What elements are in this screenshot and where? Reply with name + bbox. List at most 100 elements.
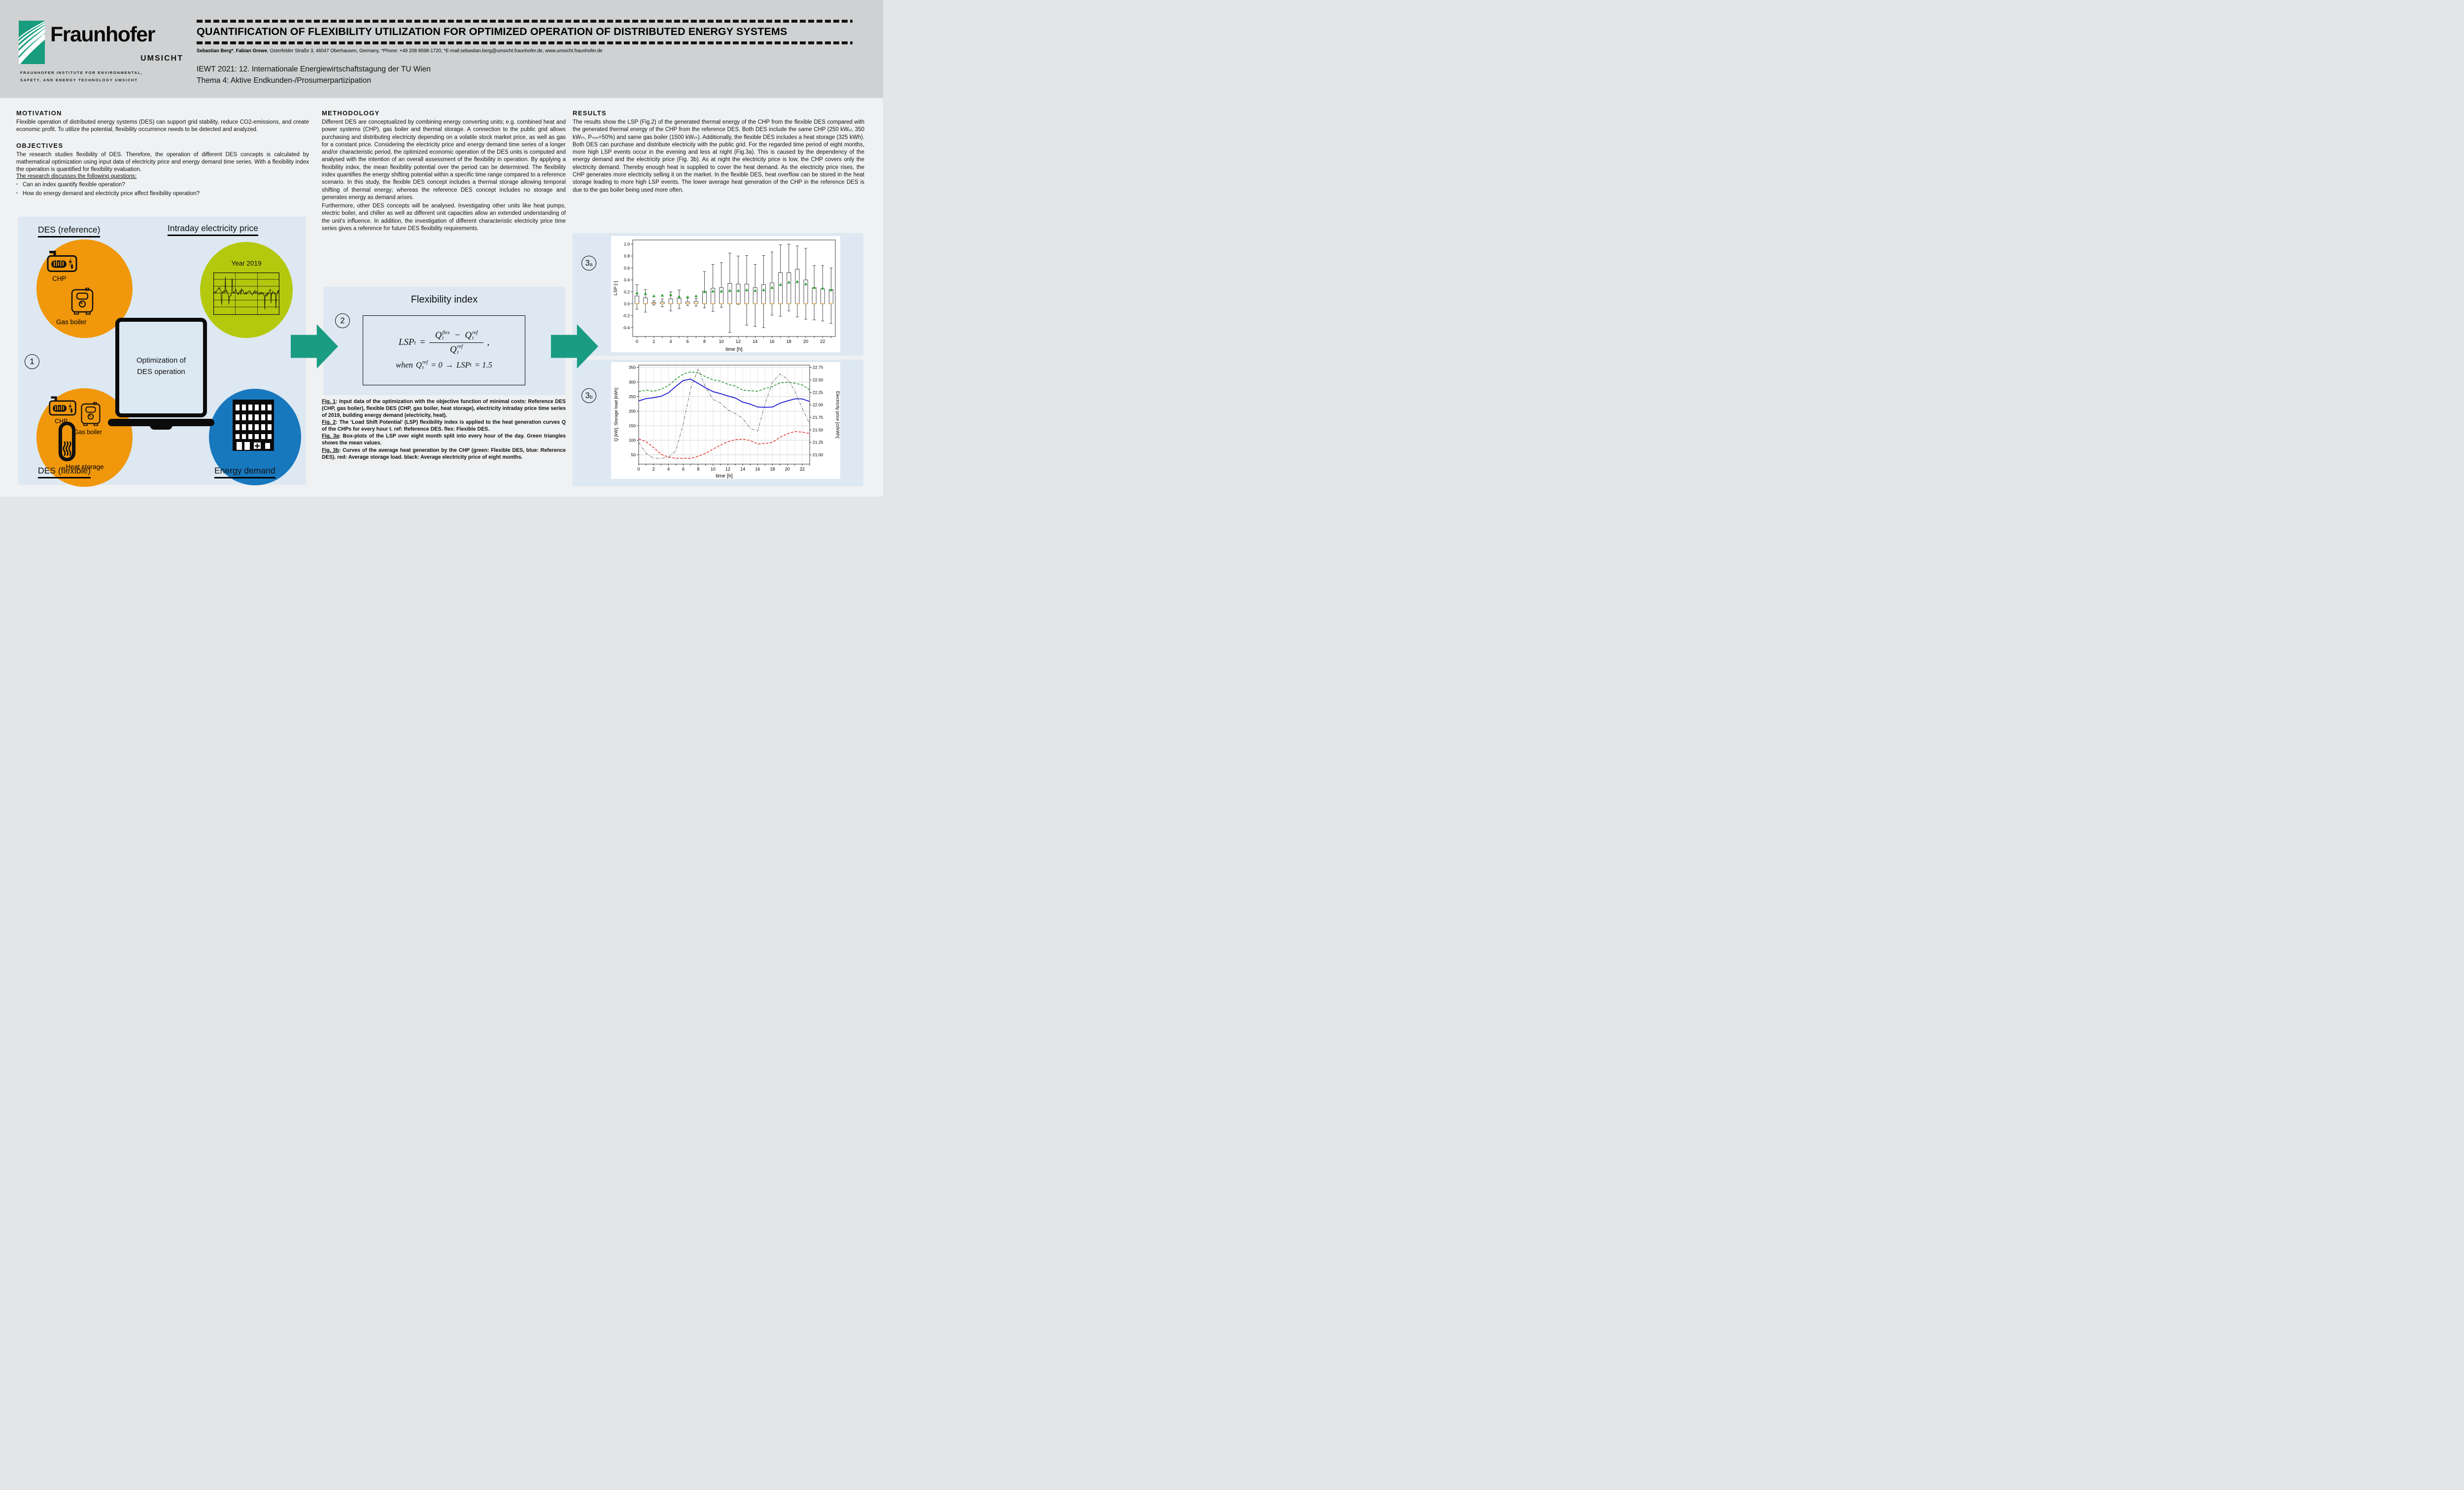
svg-text:22.25: 22.25 — [813, 390, 823, 395]
laptop-base — [108, 419, 214, 426]
svg-text:14: 14 — [740, 467, 745, 472]
fraunhofer-logo-icon — [19, 21, 45, 64]
laptop-text: Optimization of DES operation — [119, 355, 203, 377]
results-body: The results show the LSP (Fig.2) of the … — [573, 119, 864, 193]
author-affiliation: , Osterfelder Straße 3, 46047 Oberhausen… — [267, 48, 603, 54]
caption-fig2-tag: Fig. 2 — [322, 419, 336, 426]
caption-fig1: Fig. 1: Input data of the optimization w… — [322, 398, 566, 419]
gas-boiler-label: Gas boiler — [56, 318, 87, 326]
formula-equals: = — [419, 337, 426, 348]
formula-lhs: LSP — [398, 337, 414, 348]
badge-3b-letter: b — [589, 395, 593, 400]
author-line: Sebastian Berg*, Fabian Grewe, Osterfeld… — [197, 48, 853, 54]
laptop-notch — [150, 425, 172, 430]
lsp-boxplot-chart: -0.4 -0.2 0.0 0.2 0.4 0.6 0.8 1.0 0 2 4 6 8 10 12 14 16 1… — [611, 236, 840, 352]
svg-text:8: 8 — [703, 339, 706, 344]
laptop-text-line1: Optimization of — [136, 356, 186, 365]
svg-text:350: 350 — [629, 365, 636, 370]
column-motivation-objectives: MOTIVATION Flexible operation of distrib… — [16, 109, 309, 199]
motivation-body: Flexible operation of distributed energy… — [16, 119, 309, 133]
badge-3a-number: 3 — [585, 258, 590, 268]
optimization-laptop: Optimization of DES operation — [108, 318, 214, 431]
svg-text:0: 0 — [637, 467, 640, 472]
objectives-body: The research studies flexibility of DES.… — [16, 151, 309, 173]
svg-text:2: 2 — [652, 467, 655, 472]
objectives-bullet-list: Can an index quantify flexible operation… — [16, 181, 309, 199]
figure-captions: Fig. 1: Input data of the optimization w… — [322, 398, 566, 461]
svg-text:8: 8 — [697, 467, 699, 472]
svg-text:14: 14 — [753, 339, 757, 344]
intraday-price-circle: Year 2019 — [200, 242, 293, 338]
des-reference-heading: DES (reference) — [38, 225, 101, 237]
svg-text:6: 6 — [682, 467, 684, 472]
badge-3b-number: 3 — [585, 391, 590, 400]
q-ref-sub: t — [472, 336, 474, 341]
svg-text:21.50: 21.50 — [813, 427, 823, 432]
chp-icon — [49, 396, 76, 416]
svg-text:22: 22 — [800, 467, 805, 472]
bullet-question-2: How do energy demand and electricity pri… — [16, 190, 309, 199]
svg-text:12: 12 — [725, 467, 730, 472]
svg-text:time [h]: time [h] — [716, 473, 733, 479]
methodology-heading: METHODOLOGY — [322, 109, 380, 117]
bullet-question-1: Can an index quantify flexible operation… — [16, 181, 309, 190]
cond-q: Q — [415, 360, 422, 370]
energy-demand-circle — [209, 389, 301, 485]
poster-title: QUANTIFICATION OF FLEXIBILITY UTILIZATIO… — [197, 26, 787, 37]
methodology-body-2: Furthermore, other DES concepts will be … — [322, 203, 566, 232]
svg-text:21.25: 21.25 — [813, 440, 823, 445]
author-2: Fabian Grewe — [236, 48, 268, 54]
heat-generation-line-chart: 50 100 150 200 250 300 350 21.00 21.25 21.50 21.75… — [611, 362, 840, 479]
q-ref-den-sub: t — [457, 349, 459, 355]
svg-text:10: 10 — [711, 467, 716, 472]
cond-q-sub: t — [422, 365, 424, 371]
author-1: Sebastian Berg* — [197, 48, 234, 54]
svg-text:time [h]: time [h] — [725, 346, 743, 352]
logo-brand-text: Fraunhofer — [50, 23, 155, 46]
objectives-heading: OBJECTIVES — [16, 141, 64, 149]
event-line2: Thema 4: Aktive Endkunden-/Prosumerparti… — [197, 76, 372, 85]
svg-text:0.4: 0.4 — [624, 277, 630, 282]
des-flexible-heading: DES (flexible) — [38, 466, 91, 478]
svg-text:Q [kW], Storage load [kWh]: Q [kW], Storage load [kWh] — [614, 388, 618, 441]
q-flex-sub: t — [442, 336, 444, 341]
event-line1: IEWT 2021: 12. Internationale Energiewir… — [197, 65, 431, 73]
questions-intro: The research discusses the following que… — [16, 173, 137, 180]
svg-text:21.00: 21.00 — [813, 452, 823, 457]
svg-text:10: 10 — [719, 339, 724, 344]
svg-text:-0.2: -0.2 — [622, 313, 630, 318]
svg-text:22.00: 22.00 — [813, 403, 823, 407]
boxplot-svg: -0.4 -0.2 0.0 0.2 0.4 0.6 0.8 1.0 0 2 4 6 8 10 12 14 16 1… — [613, 239, 836, 352]
intraday-price-heading: Intraday electricity price — [168, 223, 258, 236]
svg-text:21.75: 21.75 — [813, 415, 823, 420]
svg-text:0: 0 — [636, 339, 638, 344]
svg-text:50: 50 — [631, 452, 636, 457]
svg-text:Electricity price [ct/kWh]: Electricity price [ct/kWh] — [835, 391, 840, 439]
flexibility-index-title: Flexibility index — [411, 294, 478, 305]
gas-boiler-label: Gas boiler — [74, 429, 102, 436]
svg-text:16: 16 — [755, 467, 760, 472]
step-1-number: 1 — [30, 357, 34, 366]
cond-arrow: → — [445, 360, 454, 370]
svg-text:100: 100 — [629, 438, 636, 443]
svg-text:18: 18 — [770, 467, 775, 472]
column-results: RESULTS The results show the LSP (Fig.2)… — [573, 109, 864, 198]
svg-text:20: 20 — [785, 467, 790, 472]
q-flex-term: Q — [435, 330, 442, 341]
author-separator: , — [233, 48, 236, 54]
motivation-heading: MOTIVATION — [16, 109, 62, 117]
q-flex-sup: flex — [442, 330, 450, 336]
chp-label: CHP — [52, 275, 67, 282]
svg-text:22.50: 22.50 — [813, 377, 823, 382]
des-flexible-circle: CHP Gas boiler Heat storage — [36, 388, 133, 487]
cond-lsp: LSP — [456, 360, 470, 370]
svg-text:20: 20 — [803, 339, 808, 344]
q-ref-term: Q — [465, 330, 472, 341]
svg-text:22: 22 — [820, 339, 825, 344]
caption-fig3a: Fig. 3a: Box-plots of the LSP over eight… — [322, 433, 566, 446]
methodology-body-1: Different DES are conceptualized by comb… — [322, 119, 566, 201]
